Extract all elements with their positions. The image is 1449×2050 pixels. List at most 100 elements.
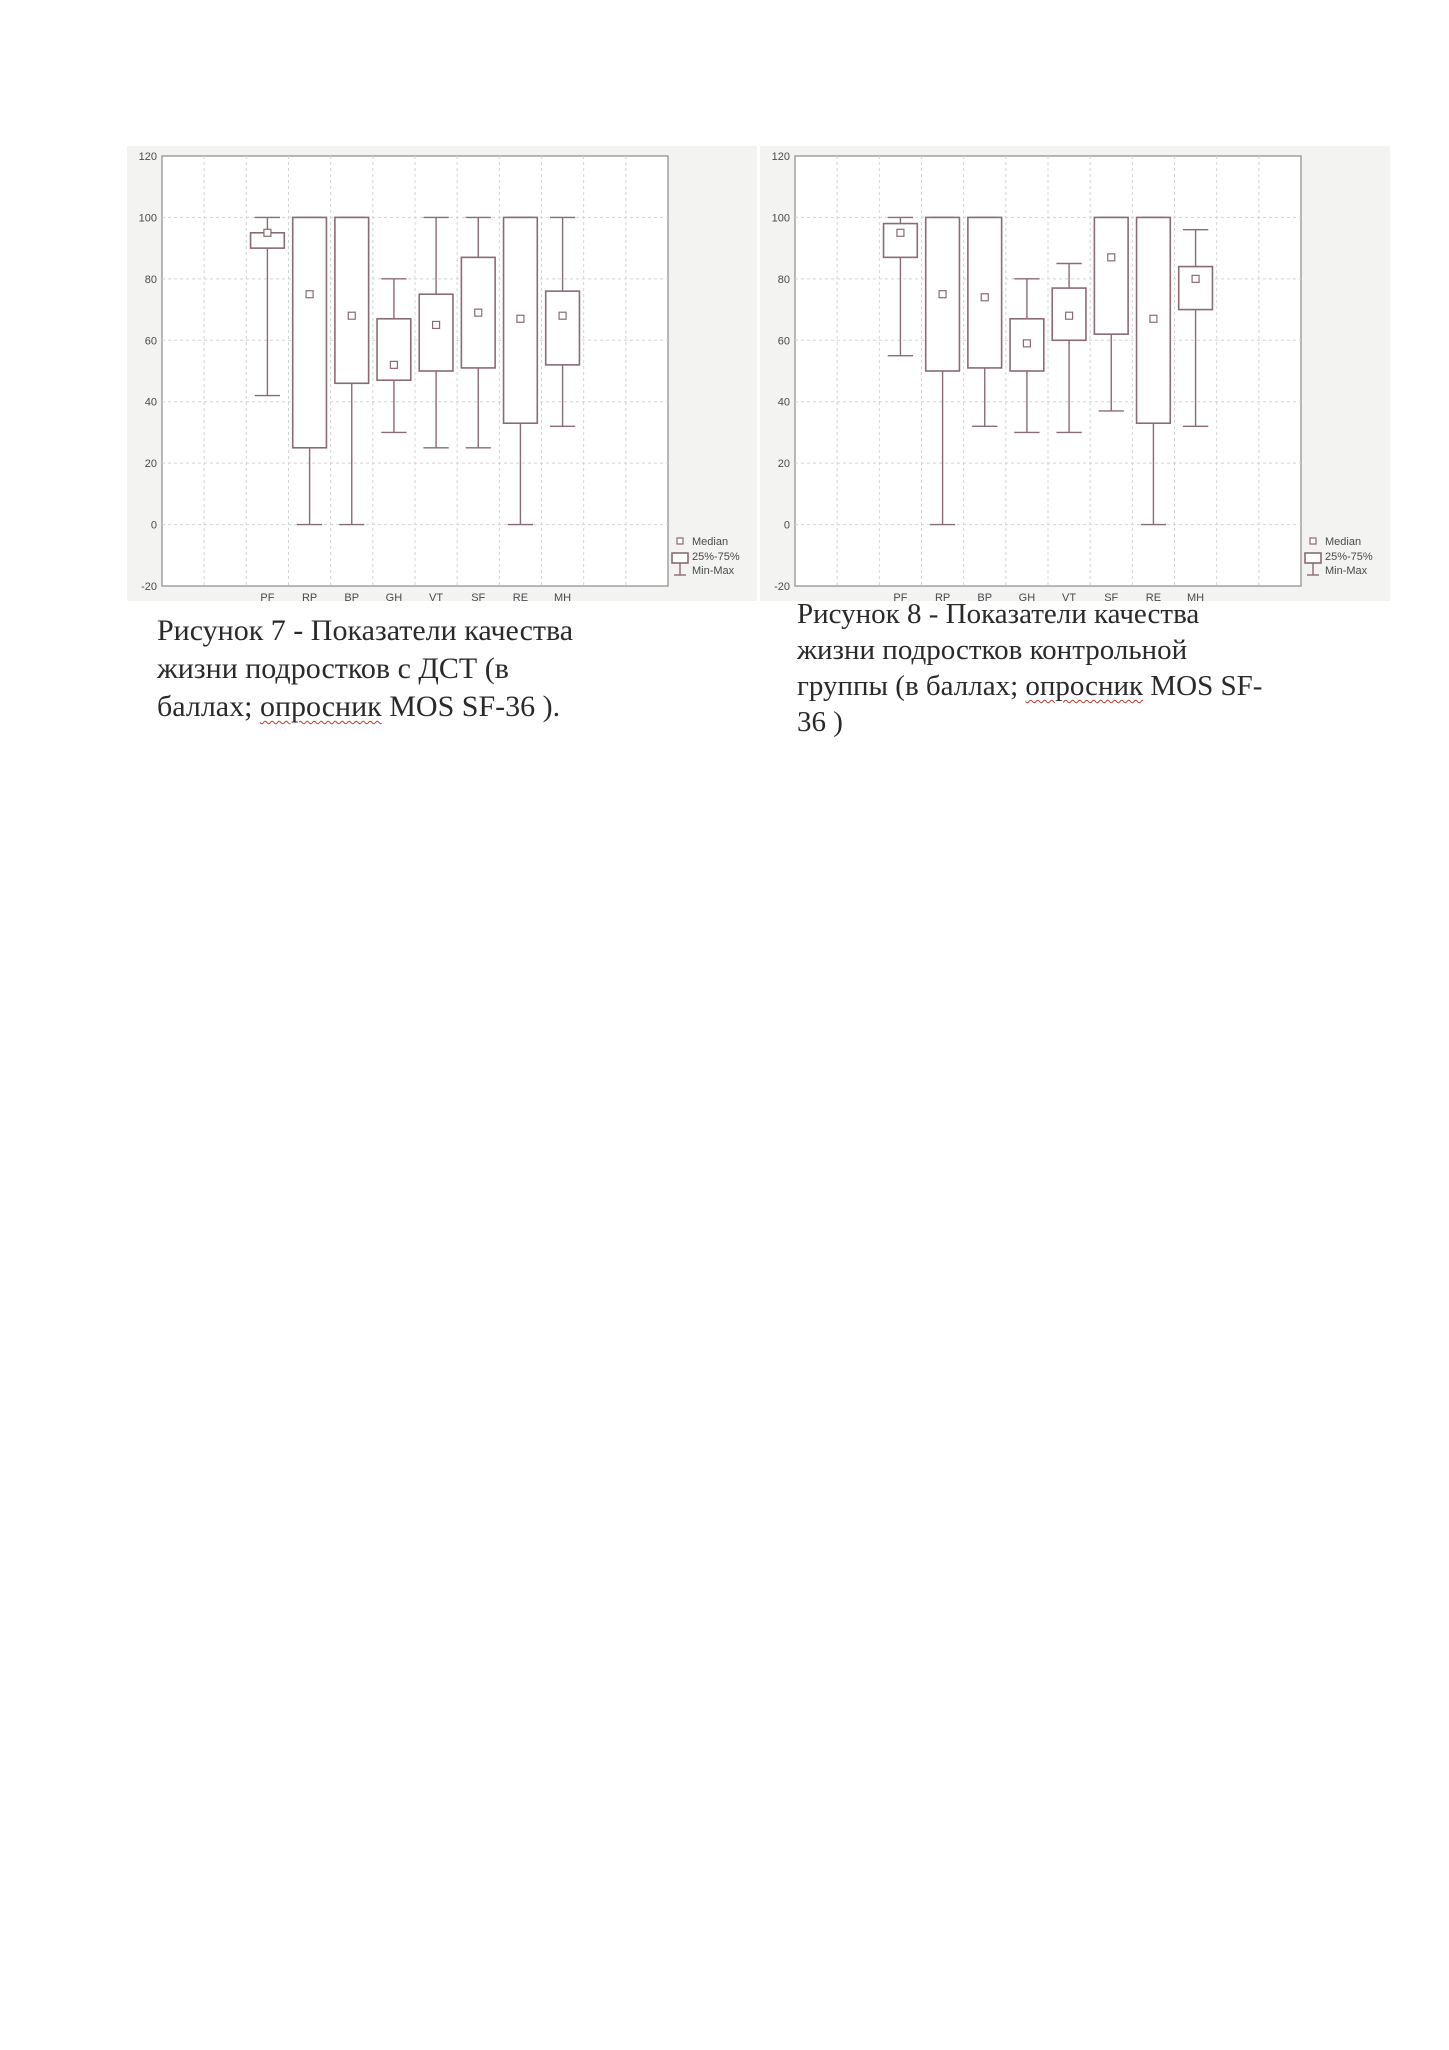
caption-line: Рисунок 7 - Показатели качества — [157, 614, 574, 647]
figure-8-caption: Рисунок 8 - Показатели качества жизни по… — [797, 596, 1357, 740]
box-rp — [291, 216, 328, 526]
plot-area — [794, 155, 1302, 587]
legend-label: 25%-75% — [692, 551, 740, 563]
median-marker — [347, 311, 356, 320]
box-iqr — [334, 216, 370, 385]
y-tick-label: 80 — [778, 274, 790, 286]
box-iqr — [1093, 216, 1129, 335]
figure-8: -20 0 20 40 60 80 100 120 PF RP BP GH VT SF RE MH Median… — [760, 146, 1390, 601]
x-tick-label: PF — [260, 592, 274, 601]
median-marker — [980, 293, 989, 302]
x-tick-label: SF — [471, 592, 485, 601]
box-mh — [1177, 229, 1214, 427]
x-tick-label: RE — [513, 592, 528, 601]
box-vt — [1051, 262, 1087, 434]
y-tick-label: -20 — [141, 581, 157, 593]
x-tick-label: VT — [1062, 592, 1076, 601]
median-marker — [474, 308, 483, 317]
caption-line: Рисунок 8 - Показатели качества — [797, 598, 1200, 630]
x-tick-label: PF — [893, 592, 907, 601]
box-bp — [967, 216, 1003, 427]
box-iqr — [376, 317, 412, 382]
median-marker — [896, 228, 905, 237]
spellcheck-word: опросник — [1025, 670, 1144, 702]
x-tick-label: BP — [344, 592, 359, 601]
x-tick-label: RP — [302, 592, 317, 601]
median-marker — [516, 314, 525, 323]
median-marker — [263, 228, 272, 237]
x-tick-label: GH — [1019, 592, 1036, 601]
box-gh — [1009, 278, 1045, 434]
box-sf — [460, 216, 496, 449]
box-pf — [249, 216, 286, 397]
y-tick-label: 20 — [145, 458, 157, 470]
chart-legend: Median 25%-75% Min-Max — [671, 536, 740, 577]
legend-box-symbol — [671, 552, 689, 564]
y-tick-label: 40 — [778, 397, 790, 409]
legend-median-symbol — [1309, 537, 1317, 545]
plot-area — [161, 155, 669, 587]
box-mh — [544, 216, 581, 427]
median-marker — [1022, 339, 1032, 348]
box-iqr — [418, 293, 454, 372]
y-tick-label: 60 — [145, 335, 157, 347]
median-marker — [1191, 274, 1200, 283]
median-marker — [431, 320, 441, 330]
y-tick-label: 0 — [151, 520, 157, 532]
boxplot-chart-figure-7: -20 0 20 40 60 80 100 120 PF RP BP GH VT SF RE MH Median… — [127, 146, 757, 601]
y-tick-label: 120 — [772, 151, 790, 163]
box-re — [1135, 216, 1172, 526]
boxplot-chart-figure-8: -20 0 20 40 60 80 100 120 PF RP BP GH VT SF RE MH Median… — [760, 146, 1390, 601]
x-tick-label: VT — [429, 592, 443, 601]
figure-7: -20 0 20 40 60 80 100 120 PF RP BP GH VT SF RE MH Median… — [127, 146, 757, 601]
median-marker — [938, 290, 947, 299]
median-marker — [305, 290, 314, 299]
legend-median-symbol — [676, 537, 684, 545]
box-iqr — [882, 222, 919, 259]
x-tick-label: RP — [935, 592, 950, 601]
legend-label: Min-Max — [692, 565, 735, 577]
y-tick-label: 120 — [139, 151, 157, 163]
box-re — [502, 216, 539, 526]
median-marker — [1064, 311, 1074, 320]
box-bp — [334, 216, 370, 526]
caption-line: жизни подростков контрольной — [797, 634, 1188, 666]
box-vt — [418, 216, 454, 449]
y-tick-label: 80 — [145, 274, 157, 286]
median-marker — [389, 360, 399, 369]
x-tick-label: MH — [554, 592, 571, 601]
box-pf — [882, 216, 919, 357]
box-rp — [924, 216, 961, 526]
y-tick-label: 0 — [784, 520, 790, 532]
box-gh — [376, 278, 412, 434]
x-tick-label: RE — [1146, 592, 1161, 601]
legend-label: Median — [692, 536, 728, 548]
box-iqr — [291, 216, 328, 449]
chart-legend: Median 25%-75% Min-Max — [1304, 536, 1373, 577]
y-tick-label: 100 — [139, 212, 157, 224]
median-marker — [1107, 253, 1116, 262]
box-iqr — [1177, 265, 1214, 311]
figure-7-caption: Рисунок 7 - Показатели качества жизни по… — [157, 612, 717, 726]
y-tick-label: 100 — [772, 212, 790, 224]
box-sf — [1093, 216, 1129, 412]
box-iqr — [967, 216, 1003, 369]
y-tick-label: 60 — [778, 335, 790, 347]
y-tick-label: -20 — [774, 581, 790, 593]
caption-line: 36 ) — [797, 706, 843, 738]
y-tick-label: 20 — [778, 458, 790, 470]
x-tick-label: GH — [386, 592, 403, 601]
caption-line: баллах; опросник MOS SF-36 ). — [157, 690, 561, 723]
legend-label: 25%-75% — [1325, 551, 1373, 563]
median-marker — [1149, 314, 1158, 323]
legend-label: Min-Max — [1325, 565, 1368, 577]
legend-label: Median — [1325, 536, 1361, 548]
x-tick-label: MH — [1187, 592, 1204, 601]
caption-line: жизни подростков с ДСТ (в — [157, 652, 509, 685]
y-tick-label: 40 — [145, 397, 157, 409]
spellcheck-word: опросник — [259, 690, 382, 723]
median-marker — [558, 311, 567, 320]
x-tick-label: SF — [1104, 592, 1118, 601]
box-iqr — [544, 290, 581, 366]
caption-line: группы (в баллах; опросник MOS SF- — [797, 670, 1263, 702]
